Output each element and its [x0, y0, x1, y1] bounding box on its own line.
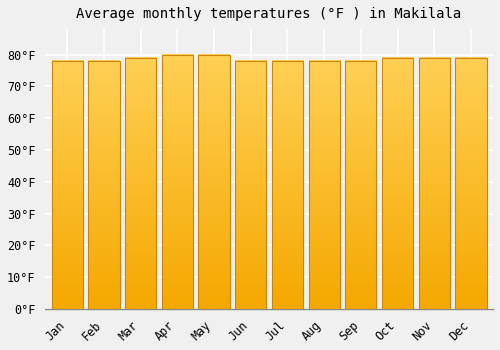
Title: Average monthly temperatures (°F ) in Makilala: Average monthly temperatures (°F ) in Ma…	[76, 7, 462, 21]
Bar	[346, 61, 376, 309]
Bar	[235, 61, 266, 309]
Bar	[52, 61, 83, 309]
Bar	[308, 61, 340, 309]
Bar	[88, 61, 120, 309]
Bar	[198, 55, 230, 309]
Bar	[125, 58, 156, 309]
Bar	[456, 58, 486, 309]
Bar	[162, 55, 193, 309]
Bar	[418, 58, 450, 309]
Bar	[272, 61, 303, 309]
Bar	[382, 58, 413, 309]
